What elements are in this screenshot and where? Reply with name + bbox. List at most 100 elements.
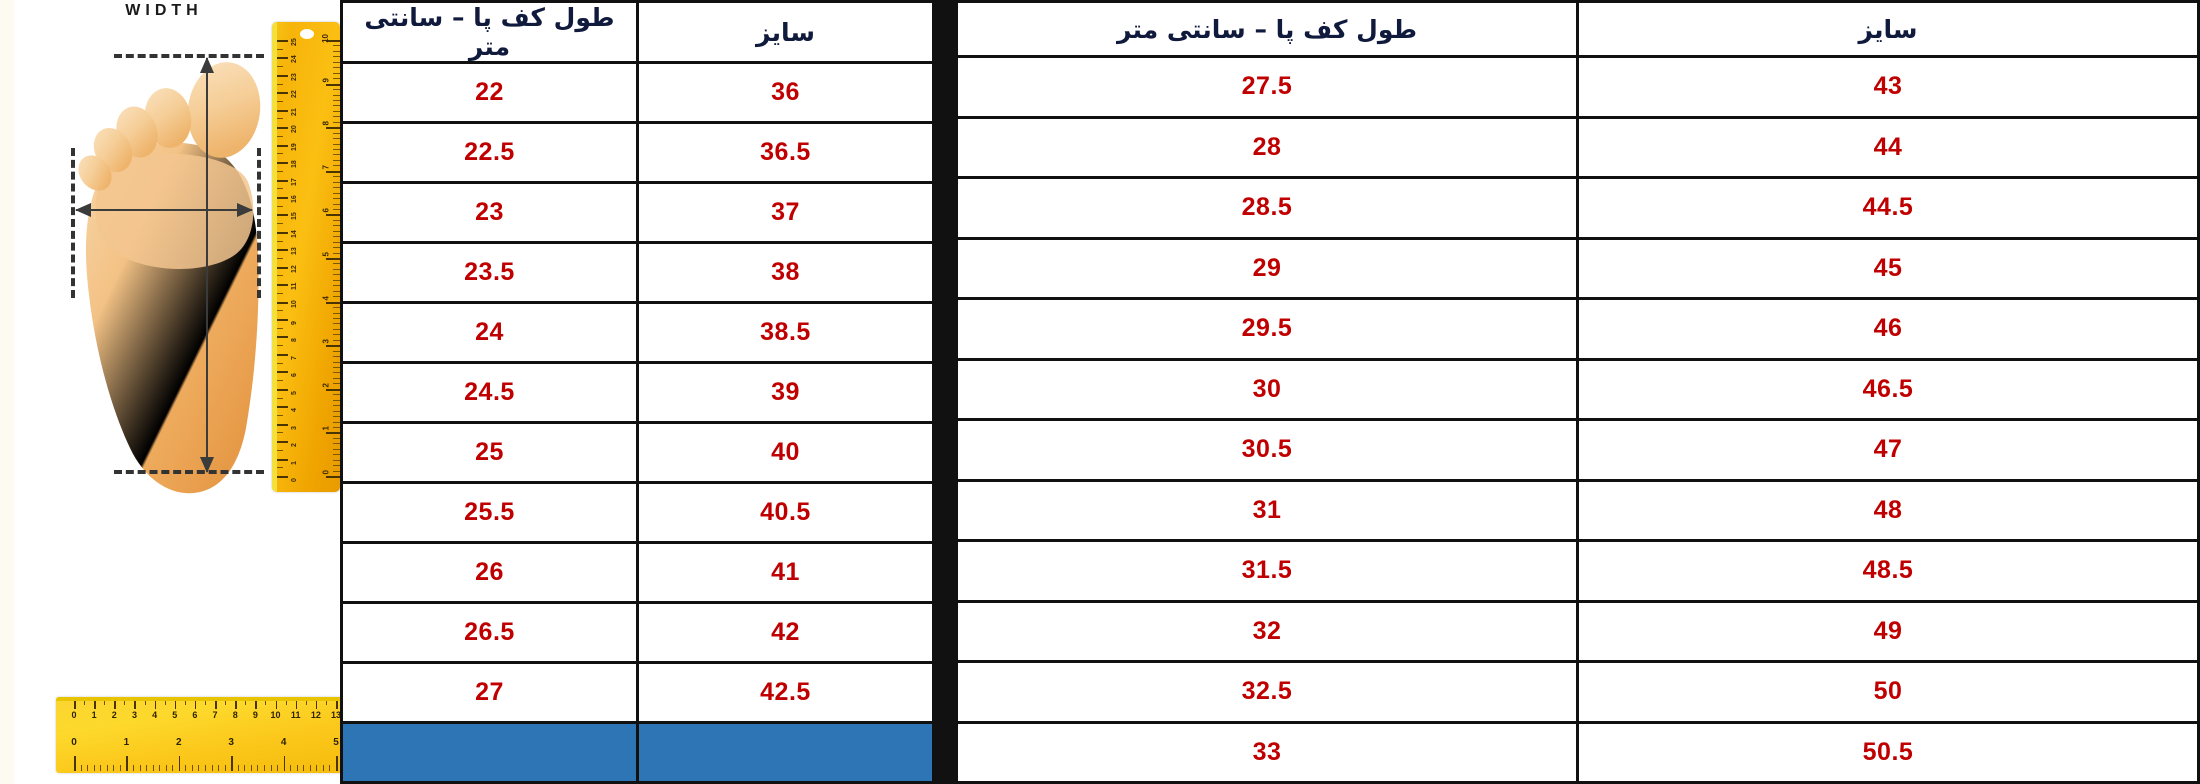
table-row: 31 48 xyxy=(955,478,2200,542)
cell-size: 36.5 xyxy=(636,121,935,184)
width-arrow xyxy=(75,203,253,217)
ruler-inch-ticks xyxy=(324,22,340,492)
width-label: WIDTH xyxy=(125,2,203,19)
cell-size: 42.5 xyxy=(636,661,935,724)
cell-size: 48.5 xyxy=(1576,539,2200,603)
cell-foot-length: 25 xyxy=(340,421,639,484)
cell-size: 50.5 xyxy=(1576,720,2200,784)
cell-foot-length: 28 xyxy=(955,115,1579,179)
cell-size: 46 xyxy=(1576,297,2200,361)
cell-foot-length: 26 xyxy=(340,541,639,604)
cell-size: 38.5 xyxy=(636,301,935,364)
cell-size: 43 xyxy=(1576,55,2200,119)
cell-foot-length: 23 xyxy=(340,181,639,244)
table-row: 25.5 40.5 xyxy=(340,481,935,544)
right-table-wrapper: طول کف پا – سانتی متر سایز 27.5 43 28 44 28.5 4… xyxy=(955,0,2200,784)
cell-size: 41 xyxy=(636,541,935,604)
cell-foot-length: 32 xyxy=(955,599,1579,663)
cell-size: 50 xyxy=(1576,660,2200,724)
cell-size: 44 xyxy=(1576,115,2200,179)
table-row: 30 46.5 xyxy=(955,357,2200,421)
table-header-row: طول کف پا – سانتی متر سایز xyxy=(340,0,935,64)
cell-foot-length: 26.5 xyxy=(340,601,639,664)
foot-measurement-illustration: WIDTH xyxy=(0,0,340,784)
table-row: 28.5 44.5 xyxy=(955,176,2200,240)
cell-foot-length xyxy=(340,721,639,784)
column-header-size: سایز xyxy=(1576,0,2200,58)
column-header-foot-length: طول کف پا – سانتی متر xyxy=(955,0,1579,58)
table-row: 31.5 48.5 xyxy=(955,539,2200,603)
cell-size: 47 xyxy=(1576,418,2200,482)
right-size-table: طول کف پا – سانتی متر سایز 27.5 43 28 44 28.5 4… xyxy=(955,0,2200,784)
size-tables-region: طول کف پا – سانتی متر سایز 22 36 22.5 36.5 23 3… xyxy=(340,0,2200,784)
table-row: 26 41 xyxy=(340,541,935,604)
cell-foot-length: 22.5 xyxy=(340,121,639,184)
cell-size: 39 xyxy=(636,361,935,424)
table-row: 33 50.5 xyxy=(955,720,2200,784)
cell-foot-length: 29 xyxy=(955,236,1579,300)
cell-foot-length: 31.5 xyxy=(955,539,1579,603)
cell-foot-length: 33 xyxy=(955,720,1579,784)
dashed-guide-left xyxy=(71,148,75,298)
cell-size: 40.5 xyxy=(636,481,935,544)
cell-foot-length: 27 xyxy=(340,661,639,724)
table-row: 32.5 50 xyxy=(955,660,2200,724)
cell-foot-length: 24.5 xyxy=(340,361,639,424)
cell-foot-length: 24 xyxy=(340,301,639,364)
dashed-guide-top xyxy=(114,54,264,58)
cell-foot-length: 23.5 xyxy=(340,241,639,304)
ruler-cm-numbers: 0 1 2 3 4 5 6 7 8 9 10 11 12 13 14 15 16 17 18 19 20 21 22 23 24… xyxy=(291,38,298,482)
table-row: 23.5 38 xyxy=(340,241,935,304)
ruler-edge xyxy=(272,22,277,492)
cell-foot-length: 30.5 xyxy=(955,418,1579,482)
left-size-table: طول کف پا – سانتی متر سایز 22 36 22.5 36.5 23 3… xyxy=(340,0,935,784)
hruler-inch-ticks xyxy=(56,755,340,771)
cell-foot-length: 28.5 xyxy=(955,176,1579,240)
column-header-foot-length: طول کف پا – سانتی متر xyxy=(340,0,639,64)
table-separator xyxy=(935,0,955,784)
table-row: 22 36 xyxy=(340,61,935,124)
cell-foot-length: 29.5 xyxy=(955,297,1579,361)
cell-size: 49 xyxy=(1576,599,2200,663)
vertical-ruler: 0 1 2 3 4 5 6 7 8 9 10 11 12 13 14 15 16 17 18 19 20 21 22 23 24… xyxy=(272,22,340,492)
table-row: 32 49 xyxy=(955,599,2200,663)
cell-foot-length: 27.5 xyxy=(955,55,1579,119)
cell-size: 38 xyxy=(636,241,935,304)
table-row: 29.5 46 xyxy=(955,297,2200,361)
foot-sole-graphic xyxy=(78,62,261,494)
cell-size: 42 xyxy=(636,601,935,664)
table-row: 25 40 xyxy=(340,421,935,484)
cell-size: 45 xyxy=(1576,236,2200,300)
cell-foot-length: 22 xyxy=(340,61,639,124)
cell-foot-length: 31 xyxy=(955,478,1579,542)
table-row: 24.5 39 xyxy=(340,361,935,424)
table-row: 27.5 43 xyxy=(955,55,2200,119)
ruler-cm-ticks xyxy=(277,22,291,492)
table-row: 26.5 42 xyxy=(340,601,935,664)
table-row: 30.5 47 xyxy=(955,418,2200,482)
dashed-guide-right xyxy=(257,148,261,298)
left-table-wrapper: طول کف پا – سانتی متر سایز 22 36 22.5 36.5 23 3… xyxy=(340,0,935,784)
ruler-inch-numbers: 0 1 2 3 4 5 6 7 8 9 10 xyxy=(321,34,330,475)
cell-size xyxy=(636,721,935,784)
column-header-size: سایز xyxy=(636,0,935,64)
cell-size: 37 xyxy=(636,181,935,244)
cell-foot-length: 25.5 xyxy=(340,481,639,544)
ruler-top-edge xyxy=(56,697,340,701)
cell-size: 46.5 xyxy=(1576,357,2200,421)
table-row: 23 37 xyxy=(340,181,935,244)
table-row: 22.5 36.5 xyxy=(340,121,935,184)
ruler-hole xyxy=(300,29,314,39)
cell-size: 44.5 xyxy=(1576,176,2200,240)
cell-foot-length: 30 xyxy=(955,357,1579,421)
cell-size: 40 xyxy=(636,421,935,484)
table-row: 24 38.5 xyxy=(340,301,935,364)
cell-foot-length: 32.5 xyxy=(955,660,1579,724)
length-arrow xyxy=(200,57,214,473)
dashed-guide-bottom xyxy=(114,470,264,474)
table-row: 28 44 xyxy=(955,115,2200,179)
